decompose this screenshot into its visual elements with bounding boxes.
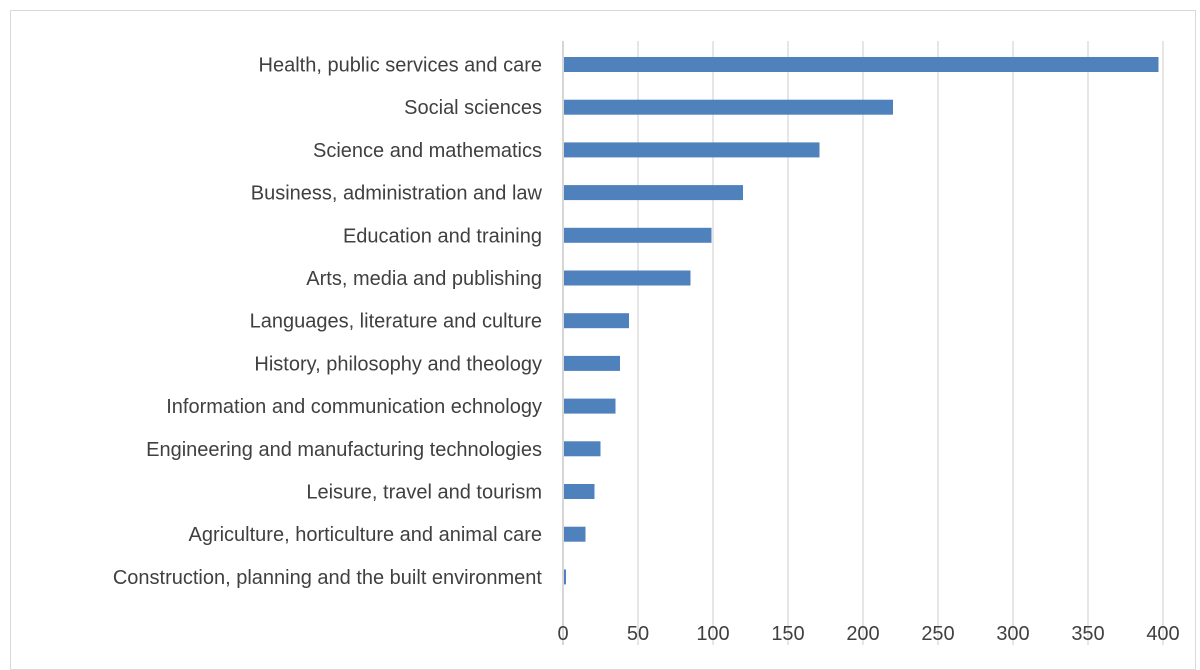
x-tick-label: 250 [921, 623, 954, 645]
category-label: Social sciences [404, 97, 542, 119]
bar [564, 185, 743, 201]
category-label: Languages, literature and culture [250, 311, 542, 333]
gridlines [562, 41, 1164, 645]
x-tick-label: 0 [557, 623, 568, 645]
category-label: Construction, planning and the built env… [113, 567, 543, 589]
category-labels: Health, public services and care Social s… [113, 55, 543, 589]
category-label: History, philosophy and theology [254, 353, 542, 375]
x-tick-label: 300 [996, 623, 1029, 645]
x-tick-label: 400 [1146, 623, 1179, 645]
x-tick-label: 50 [627, 623, 649, 645]
chart-frame [10, 10, 1196, 670]
category-label: Education and training [343, 225, 542, 247]
category-label: Arts, media and publishing [306, 268, 542, 290]
bar [564, 99, 893, 115]
bar-chart: Health, public services and care Social s… [113, 41, 1180, 645]
x-tick-labels: 0 50 100 150 200 250 300 350 400 [557, 623, 1179, 645]
bar [564, 270, 691, 286]
bar [564, 441, 601, 457]
x-tick-label: 100 [696, 623, 729, 645]
bar [564, 227, 712, 243]
bar [564, 484, 595, 499]
x-tick-label: 200 [846, 623, 879, 645]
category-label: Health, public services and care [259, 55, 542, 77]
bar [564, 569, 566, 585]
bar [564, 355, 620, 371]
category-label: Engineering and manufacturing technologi… [146, 439, 542, 461]
category-label: Leisure, travel and tourism [306, 482, 542, 504]
bars [564, 57, 1159, 585]
bar [564, 398, 616, 414]
category-label: Information and communication echnology [166, 396, 542, 418]
bar [564, 142, 820, 158]
bar [564, 526, 586, 542]
x-tick-label: 350 [1071, 623, 1104, 645]
bar [564, 57, 1159, 72]
category-label: Science and mathematics [313, 140, 542, 162]
category-label: Business, administration and law [251, 183, 543, 205]
category-label: Agriculture, horticulture and animal car… [188, 524, 542, 546]
bar [564, 313, 629, 329]
x-tick-label: 150 [771, 623, 804, 645]
